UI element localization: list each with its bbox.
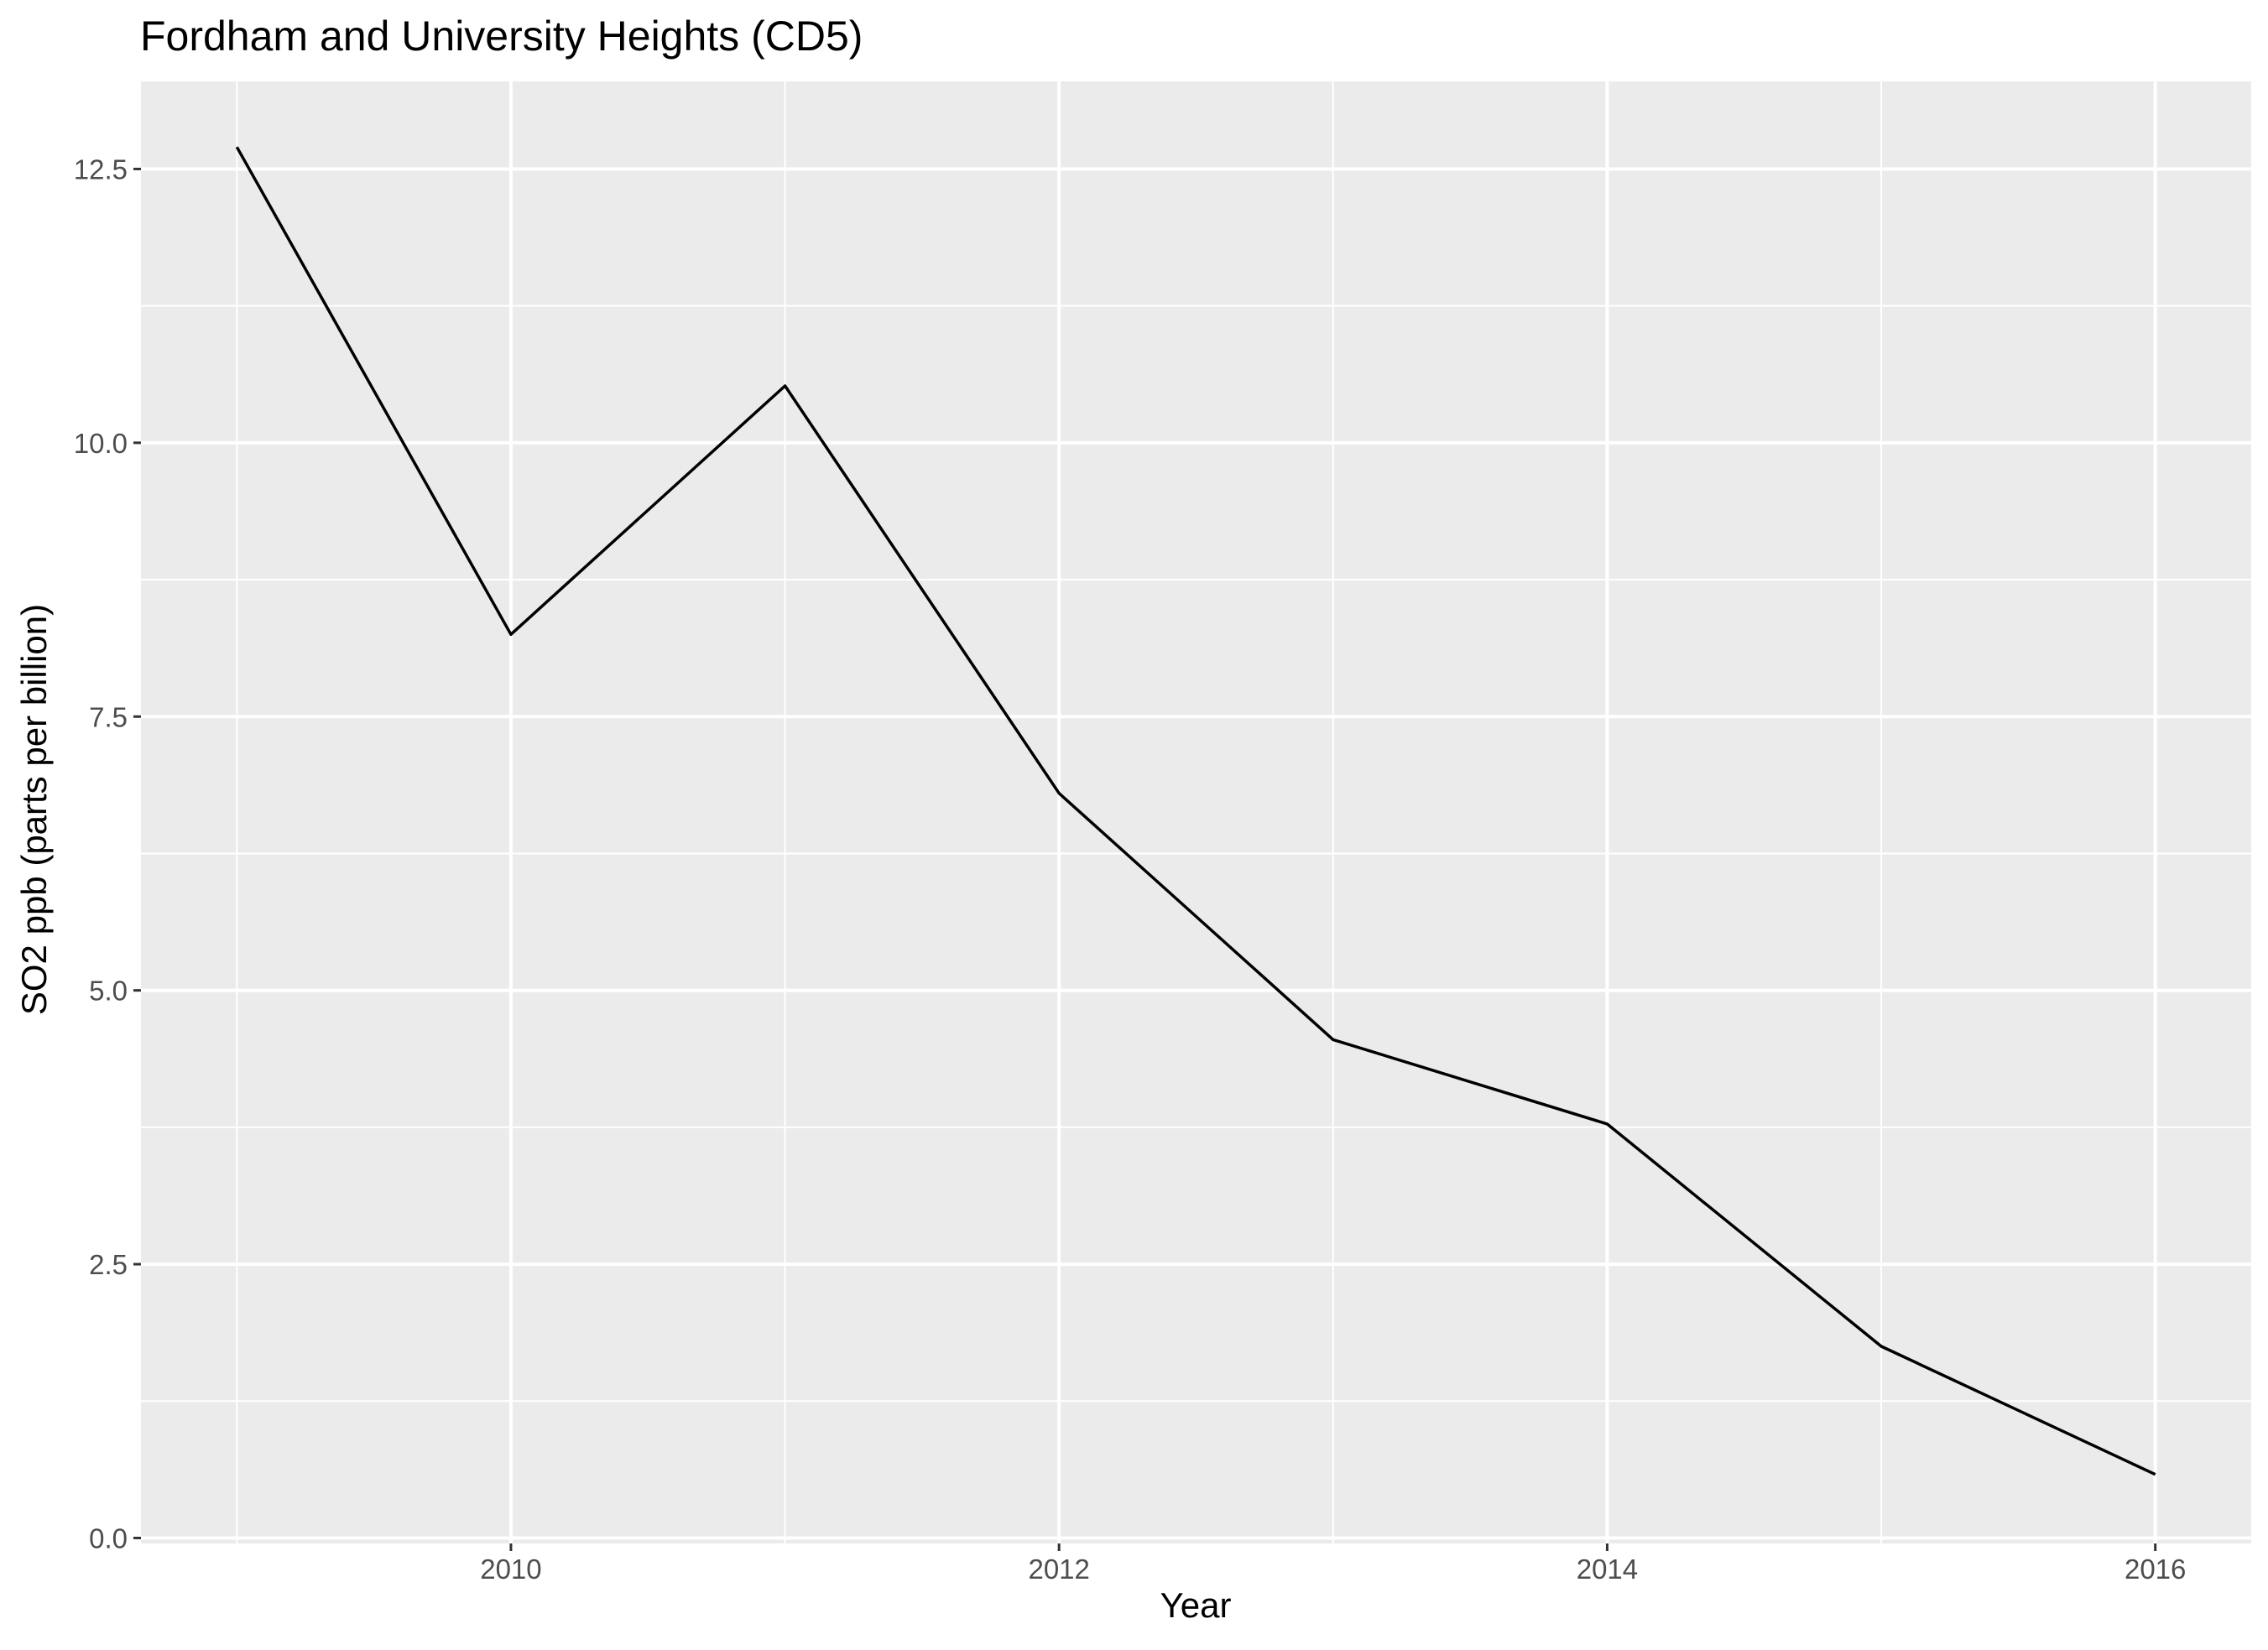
y-axis: 0.0 2.5 5.0 7.5 10.0 12.5 [74,154,141,1554]
x-tick-label: 2012 [1028,1554,1089,1585]
major-gridlines [141,81,2251,1543]
x-tick-label: 2014 [1577,1554,1638,1585]
minor-gridlines [141,81,2251,1543]
y-axis-title: SO2 ppb (parts per billion) [14,604,54,1015]
plot-panel [141,81,2251,1543]
y-tick-label: 10.0 [74,428,128,459]
series-line [235,146,2156,1476]
y-tick-label: 0.0 [89,1522,128,1554]
x-axis-title: Year [1160,1585,1232,1625]
x-tick-label: 2016 [2125,1554,2186,1585]
y-tick-label: 7.5 [89,701,128,732]
chart-title: Fordham and University Heights (CD5) [140,13,863,60]
y-tick-label: 5.0 [89,976,128,1007]
x-axis: 2010 2012 2014 2016 [480,1543,2186,1585]
y-tick-label: 2.5 [89,1249,128,1280]
series-layer [235,146,2156,1476]
y-tick-label: 12.5 [74,154,128,185]
x-tick-label: 2010 [480,1554,541,1585]
